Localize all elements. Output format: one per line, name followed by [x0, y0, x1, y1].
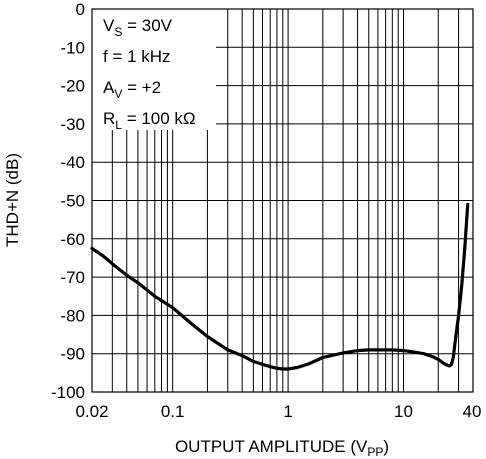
x-axis-label-end: ) [383, 437, 389, 456]
annotation-value: = +2 [122, 78, 161, 97]
grid-layer [92, 9, 473, 392]
x-tick-label: 0.1 [161, 402, 185, 421]
annotation-subscript: V [114, 87, 122, 101]
x-tick-label: 10 [394, 402, 413, 421]
x-axis-label-main: OUTPUT AMPLITUDE (V [175, 437, 368, 456]
plot-frame [91, 8, 474, 393]
y-tick-label: -100 [51, 383, 85, 402]
series-layer [90, 202, 470, 371]
x-tick-labels: 0.02 0.1 1 10 40 [75, 402, 481, 421]
y-tick-label: -60 [60, 230, 85, 249]
annotation-value: = 30V [122, 16, 172, 35]
annotation-value: = 100 kΩ [122, 109, 196, 128]
y-tick-label: -20 [60, 77, 85, 96]
annotation-background [92, 9, 216, 130]
annotation-main: R [103, 109, 115, 128]
annotation-line: f = 1 kHz [103, 47, 171, 66]
y-tick-label: -90 [60, 345, 85, 364]
y-tick-label: -80 [60, 306, 85, 325]
x-tick-label: 0.02 [75, 402, 108, 421]
annotation-subscript: S [114, 25, 122, 39]
annotation-subscript: L [115, 118, 122, 132]
y-tick-labels: 0 -10 -20 -30 -40 -50 -60 -70 -80 -90 -100 [51, 0, 85, 402]
x-tick-label: 1 [283, 402, 292, 421]
x-axis-label: OUTPUT AMPLITUDE (VPP) [175, 437, 389, 459]
annotation-line: VS = 30V [103, 16, 173, 39]
y-tick-label: -10 [60, 38, 85, 57]
annotation-line: RL = 100 kΩ [103, 109, 196, 132]
y-tick-label: -70 [60, 268, 85, 287]
y-tick-label: -50 [60, 192, 85, 211]
y-tick-label: -30 [60, 115, 85, 134]
annotation-main: V [103, 16, 115, 35]
y-tick-label: -40 [60, 153, 85, 172]
y-tick-label: 0 [76, 0, 85, 19]
thd-n-curve [90, 202, 470, 371]
annotation-main: A [103, 78, 115, 97]
y-axis-label: THD+N (dB) [3, 153, 22, 247]
annotation-line: AV = +2 [103, 78, 161, 101]
annotation-main: f = 1 kHz [103, 47, 171, 66]
x-tick-label: 40 [463, 402, 482, 421]
x-axis-label-subscript: PP [367, 445, 383, 459]
